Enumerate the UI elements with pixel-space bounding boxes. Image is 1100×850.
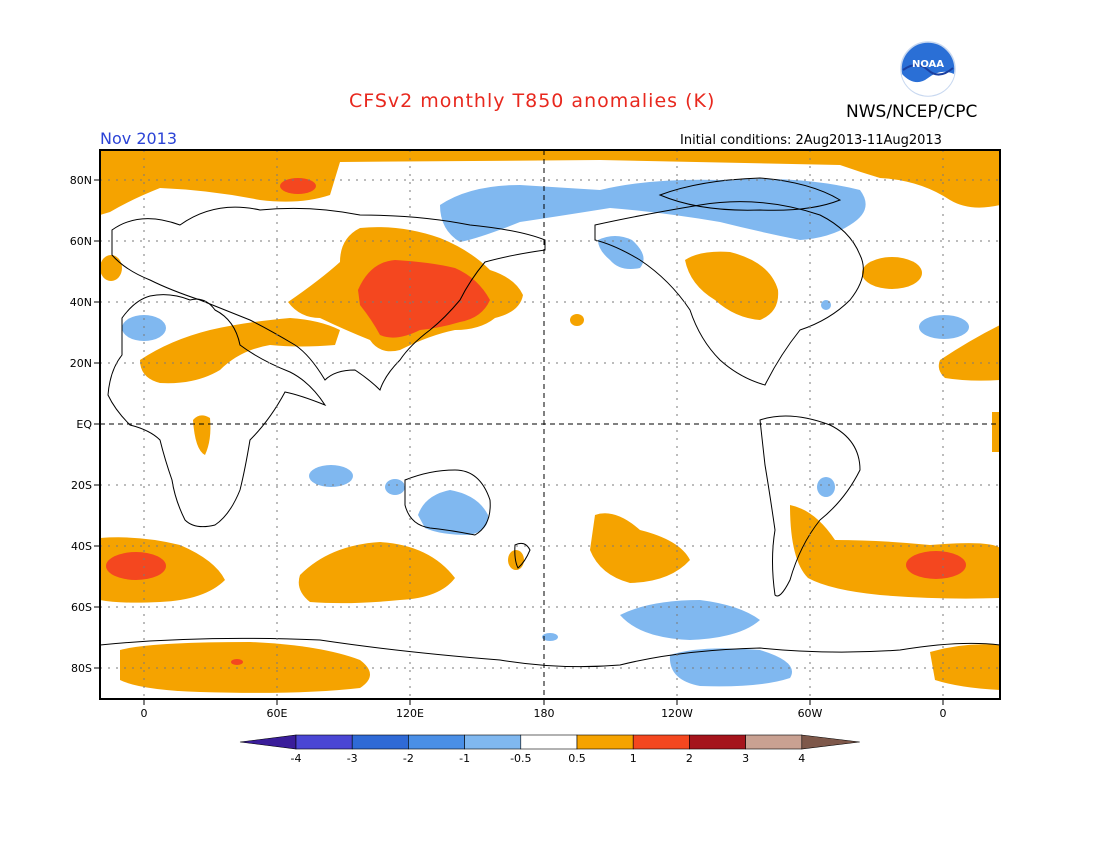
- lat-label: 80S: [71, 662, 92, 675]
- legend-swatch: [464, 734, 522, 750]
- coastline-north-america: [594, 201, 864, 386]
- warm-anomaly-arctic: [100, 150, 1000, 215]
- legend-swatch: [520, 734, 578, 750]
- anomaly-shading: [100, 150, 1000, 693]
- graticule: [100, 150, 1000, 699]
- lat-label: 20N: [70, 357, 92, 370]
- longitude-labels: 0 60E 120E 180 120W 60W 0: [141, 707, 947, 720]
- cool-anomaly-arctic: [440, 178, 866, 242]
- lat-label: 20S: [71, 479, 92, 492]
- coastline-greenland-archipelago: [658, 177, 842, 211]
- legend-label: 4: [798, 752, 805, 765]
- equator-dateline: [100, 150, 1000, 699]
- legend-arrow-high: [801, 734, 860, 750]
- lon-label: 120W: [661, 707, 693, 720]
- legend-label: 0.5: [568, 752, 586, 765]
- legend-label: -0.5: [510, 752, 531, 765]
- lat-label: 60N: [70, 235, 92, 248]
- strong-warm-anomaly-arctic: [280, 178, 316, 194]
- legend-label: -4: [291, 752, 302, 765]
- legend-arrow-low: [239, 734, 297, 750]
- forecast-month: Nov 2013: [100, 129, 178, 148]
- legend-label: 3: [742, 752, 749, 765]
- warm-anomaly-equatorial-africa: [193, 415, 211, 455]
- lon-label: 120E: [396, 707, 424, 720]
- coastlines: [100, 177, 1000, 668]
- initial-conditions-label: Initial conditions: 2Aug2013-11Aug2013: [680, 133, 942, 148]
- cool-anomaly-antarctica: [669, 648, 792, 687]
- coastline-antarctica: [100, 637, 1000, 668]
- latitude-labels: 80N 60N 40N 20N EQ 20S 40S 60S 80S: [70, 174, 93, 675]
- lon-label: 60W: [798, 707, 823, 720]
- lat-label: 40N: [70, 296, 92, 309]
- coastline-south-america: [759, 415, 861, 597]
- cool-anomaly-australia: [418, 490, 489, 535]
- legend-label: 2: [686, 752, 693, 765]
- coastline-australia: [404, 469, 491, 536]
- warm-anomaly-antarctica: [120, 642, 370, 693]
- legend-label: -3: [347, 752, 358, 765]
- legend-swatch: [632, 734, 690, 750]
- legend-swatch: [745, 734, 803, 750]
- legend-swatch: [576, 734, 634, 750]
- noaa-logo: NOAA: [893, 40, 963, 102]
- legend-swatch: [295, 734, 353, 750]
- logo-text: NOAA: [912, 59, 944, 70]
- lat-label: EQ: [76, 418, 92, 431]
- lon-label: 60E: [267, 707, 288, 720]
- legend-label: 1: [630, 752, 637, 765]
- color-legend: -4 -3 -2 -1 -0.5 0.5 1 2 3 4: [239, 734, 860, 765]
- legend-swatch: [351, 734, 409, 750]
- legend-label: -2: [403, 752, 414, 765]
- warm-anomaly-south-indian: [298, 542, 455, 604]
- cool-anomaly-southern-ocean: [620, 600, 760, 640]
- axis-ticks: [94, 179, 944, 705]
- coastline-eurasia: [111, 206, 546, 391]
- lon-label: 0: [940, 707, 947, 720]
- lat-label: 60S: [71, 601, 92, 614]
- legend-swatch: [689, 734, 746, 750]
- lon-label: 180: [534, 707, 555, 720]
- map-title: CFSv2 monthly T850 anomalies (K): [349, 90, 716, 112]
- warm-anomaly-north-america: [685, 251, 779, 320]
- strong-warm-anomaly-asia: [358, 260, 490, 338]
- lon-label: 0: [141, 707, 148, 720]
- lat-label: 80N: [70, 174, 92, 187]
- legend-swatch: [408, 734, 465, 750]
- warm-anomaly-africa: [140, 318, 340, 384]
- warm-anomaly-south-pacific: [590, 513, 690, 583]
- legend-label: -1: [459, 752, 470, 765]
- organization-label: NWS/NCEP/CPC: [846, 102, 978, 122]
- lat-label: 40S: [71, 540, 92, 553]
